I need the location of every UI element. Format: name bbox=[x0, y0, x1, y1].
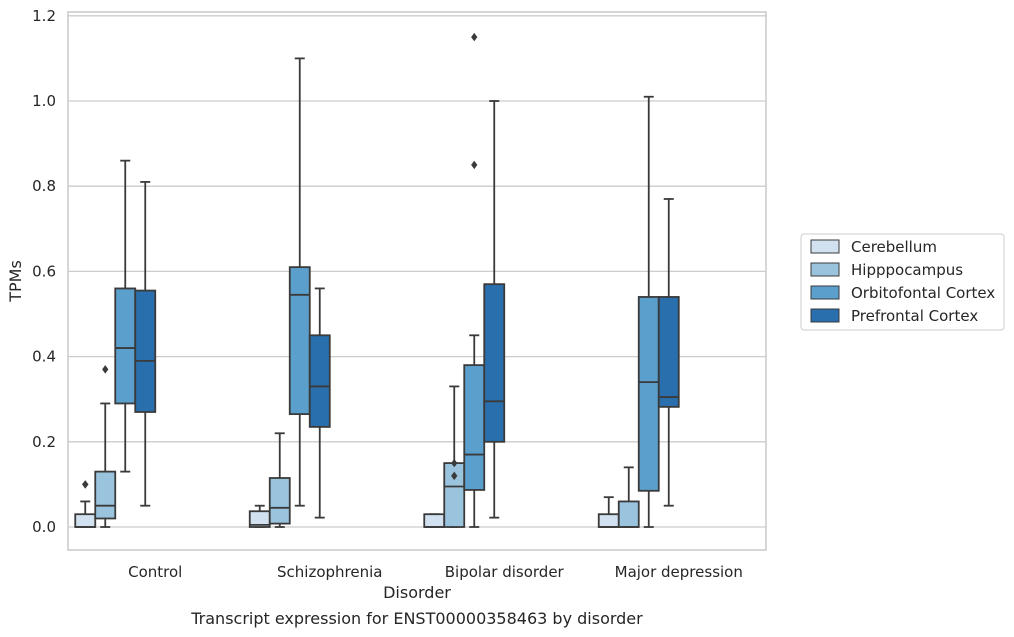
box bbox=[308, 287, 331, 519]
y-tick-labels: 0.0 0.2 0.4 0.6 0.8 1.0 1.2 bbox=[32, 7, 56, 536]
box bbox=[423, 513, 446, 528]
box-body bbox=[114, 287, 137, 405]
box-body bbox=[134, 289, 157, 413]
category-group bbox=[248, 57, 331, 528]
legend-swatch bbox=[810, 308, 840, 323]
y-tick-label: 0.0 bbox=[32, 518, 56, 536]
legend-swatch bbox=[810, 285, 840, 300]
outlier-point bbox=[82, 480, 89, 489]
box bbox=[248, 504, 271, 528]
legend-label: Cerebellum bbox=[851, 238, 937, 256]
box-body bbox=[637, 296, 660, 492]
box bbox=[657, 198, 680, 507]
box bbox=[637, 95, 660, 528]
box bbox=[268, 432, 291, 528]
box-body bbox=[617, 500, 640, 528]
category-group bbox=[423, 32, 506, 528]
category-group bbox=[74, 159, 157, 528]
box-groups bbox=[74, 32, 680, 528]
box-body bbox=[463, 364, 486, 491]
legend-label: Orbitofontal Cortex bbox=[851, 284, 995, 302]
outlier-point bbox=[451, 458, 458, 468]
box bbox=[597, 496, 620, 528]
box bbox=[74, 480, 97, 528]
box-body bbox=[308, 334, 331, 428]
chart-caption: Transcript expression for ENST0000035846… bbox=[190, 609, 643, 628]
outlier-point bbox=[471, 32, 478, 42]
legend-label: Hipppocampus bbox=[851, 261, 963, 279]
box bbox=[463, 32, 486, 528]
box-body bbox=[597, 513, 620, 528]
y-tick-label: 0.8 bbox=[32, 177, 56, 195]
x-tick-label: Control bbox=[128, 563, 182, 581]
outlier-point bbox=[471, 160, 478, 170]
y-tick-label: 0.4 bbox=[32, 348, 56, 366]
box-body bbox=[74, 513, 97, 528]
box bbox=[617, 466, 640, 528]
y-tick-label: 0.6 bbox=[32, 262, 56, 280]
x-tick-label: Bipolar disorder bbox=[445, 563, 565, 581]
legend-swatch bbox=[810, 239, 840, 254]
x-axis-label: Disorder bbox=[383, 583, 451, 602]
grid-lines bbox=[68, 15, 766, 528]
legend-label: Prefrontal Cortex bbox=[851, 307, 978, 325]
outlier-point bbox=[102, 365, 109, 374]
box-body bbox=[483, 283, 506, 443]
plot-frame bbox=[67, 11, 767, 551]
y-tick-label: 1.0 bbox=[32, 92, 56, 110]
box bbox=[134, 181, 157, 507]
box-body bbox=[268, 477, 291, 525]
box-body bbox=[288, 266, 311, 416]
outlier-point bbox=[451, 471, 458, 481]
legend-swatch bbox=[810, 262, 840, 277]
x-tick-label: Major depression bbox=[615, 563, 743, 581]
box bbox=[483, 100, 506, 519]
box-body bbox=[423, 513, 446, 528]
box-body bbox=[94, 470, 117, 520]
box-body bbox=[657, 296, 680, 408]
box bbox=[288, 57, 311, 507]
legend-frame bbox=[800, 233, 1005, 331]
legend: Cerebellum Hipppocampus Orbitofontal Corte… bbox=[800, 233, 1005, 331]
y-tick-label: 0.2 bbox=[32, 433, 56, 451]
box bbox=[114, 159, 137, 473]
category-group bbox=[597, 95, 680, 528]
x-tick-label: Schizophrenia bbox=[277, 563, 382, 581]
y-tick-label: 1.2 bbox=[32, 7, 56, 25]
y-axis-label: TPMs bbox=[6, 260, 25, 303]
x-tick-labels: Control Schizophrenia Bipolar disorder Majo… bbox=[128, 563, 743, 581]
box bbox=[94, 365, 117, 528]
box bbox=[443, 385, 466, 528]
